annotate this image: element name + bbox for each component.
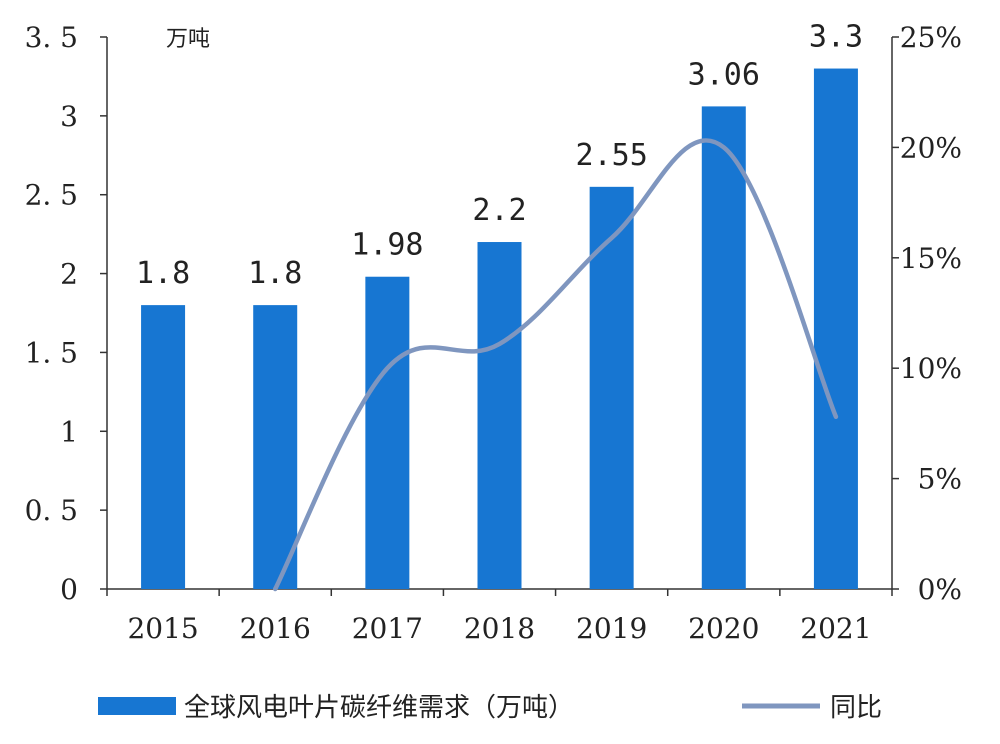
bar-2015 xyxy=(141,305,186,589)
x-tick-label: 2021 xyxy=(800,612,871,645)
right-tick-label: 0% xyxy=(918,573,962,606)
data-label-2021: 3.3 xyxy=(809,20,863,55)
bar-2021 xyxy=(813,68,858,590)
legend-bar-label: 全球风电叶片碳纤维需求（万吨） xyxy=(184,693,574,723)
right-tick-label: 10% xyxy=(900,352,962,385)
right-tick-label: 5% xyxy=(918,463,962,496)
bar-2018 xyxy=(477,242,522,589)
bars xyxy=(141,68,858,590)
axes: 0 0. 5 1 1. 5 2 2. 5 3 3. 5 0% 5% 10% 15% 20% 25% 2015… xyxy=(25,21,962,645)
data-label-2020: 3.06 xyxy=(688,57,760,92)
left-tick-label: 1 xyxy=(60,415,78,448)
left-tick-label: 0 xyxy=(60,573,78,606)
legend-line-label: 同比 xyxy=(830,693,882,723)
x-tick-label: 2015 xyxy=(127,612,198,645)
left-tick-label: 3 xyxy=(60,100,78,133)
data-label-2016: 1.8 xyxy=(248,256,302,291)
left-tick-label: 1. 5 xyxy=(25,336,78,369)
yoy-line xyxy=(272,138,839,592)
yoy-line-layer xyxy=(272,138,839,592)
right-tick-label: 15% xyxy=(900,242,962,275)
right-tick-label: 20% xyxy=(900,131,962,164)
data-label-2019: 2.55 xyxy=(576,138,648,173)
bar-2020 xyxy=(701,106,746,589)
bar-2017 xyxy=(365,276,410,589)
x-tick-label: 2018 xyxy=(464,612,535,645)
left-tick-label: 3. 5 xyxy=(25,21,78,54)
data-labels: 1.8 1.8 1.98 2.2 2.55 3.06 3.3 xyxy=(136,20,863,292)
data-label-2015: 1.8 xyxy=(136,256,190,291)
data-label-2018: 2.2 xyxy=(472,193,526,228)
left-tick-label: 0. 5 xyxy=(25,494,78,527)
x-tick-label: 2019 xyxy=(576,612,647,645)
x-tick-label: 2020 xyxy=(688,612,759,645)
legend-bar-swatch xyxy=(98,697,176,715)
data-label-2017: 1.98 xyxy=(351,228,423,263)
bar-2019 xyxy=(589,186,634,590)
x-tick-label: 2017 xyxy=(352,612,423,645)
left-tick-label: 2. 5 xyxy=(25,179,78,212)
x-tick-label: 2016 xyxy=(240,612,311,645)
legend: 全球风电叶片碳纤维需求（万吨） 同比 xyxy=(98,693,882,723)
right-tick-label: 25% xyxy=(900,21,962,54)
left-axis-unit: 万吨 xyxy=(166,27,210,52)
bar-2016 xyxy=(253,305,298,589)
left-tick-label: 2 xyxy=(60,258,78,291)
